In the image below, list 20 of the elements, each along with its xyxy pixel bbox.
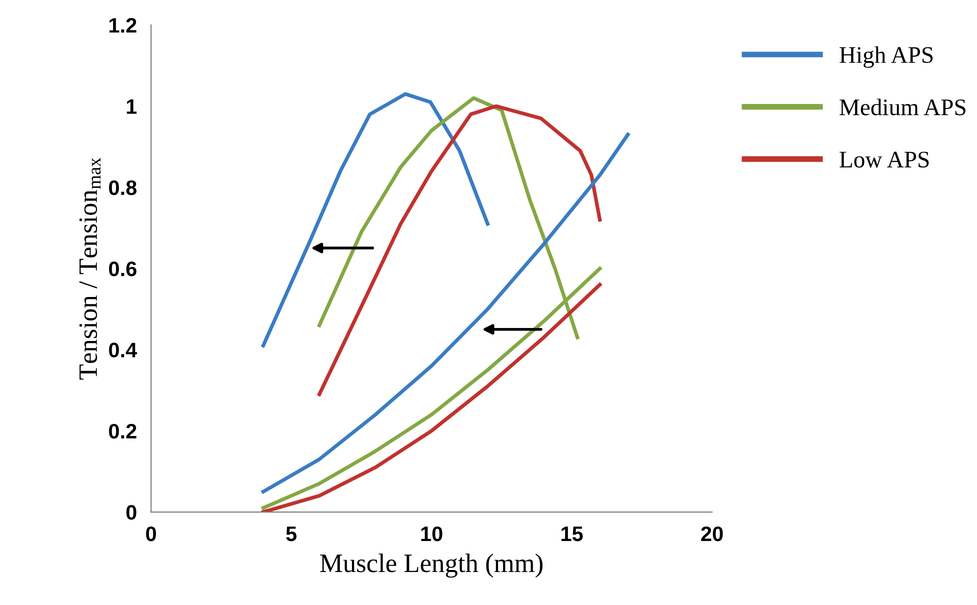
x-tick-label: 0 [146,526,156,542]
line-series [261,132,630,494]
x-tick-label: 5 [286,526,297,542]
x-tick-label: 10 [421,526,442,542]
line-series [318,104,602,396]
x-tick-label: 15 [562,526,583,542]
y-tick-label: 0.4 [109,342,138,358]
legend-label: Low APS [840,152,929,168]
y-tick-label: 0 [126,505,136,520]
legend-label: Medium APS [840,98,966,116]
y-tick-label: 0.6 [109,262,136,276]
legend-label: High APS [840,46,933,68]
line-series [261,92,490,348]
y-tick-label: 1.2 [110,18,136,33]
y-tick-label: 0.2 [109,424,136,439]
y-axis-title: Tension / Tension$_{max}$ [79,158,101,380]
y-tick-label: 1 [126,99,137,114]
y-tick-label: 0.8 [109,180,137,196]
x-axis-title: Muscle Length (mm) [320,554,543,578]
x-tick-label: 20 [701,526,723,542]
